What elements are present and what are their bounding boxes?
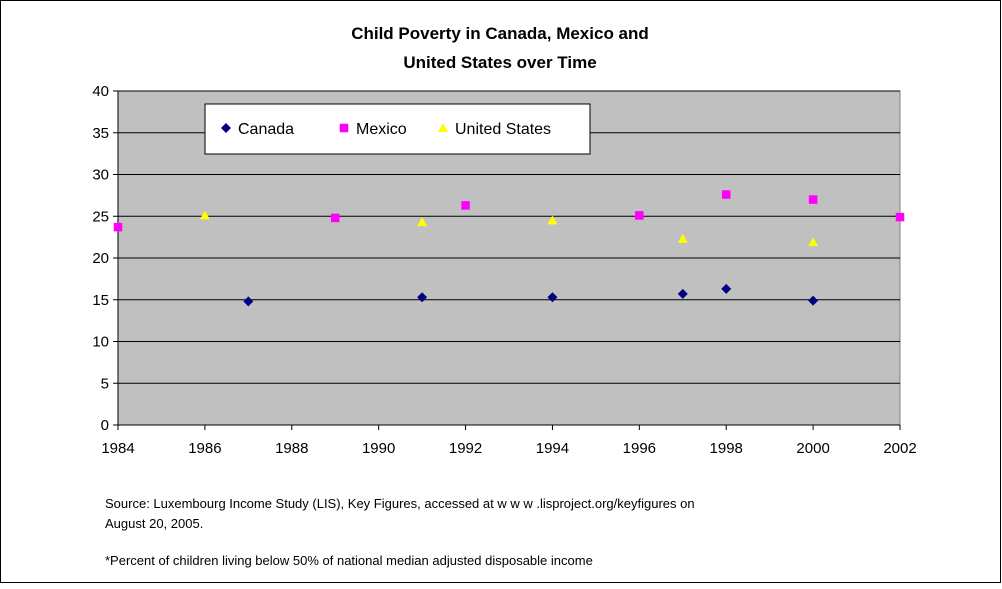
data-point-canada [547, 292, 558, 303]
data-point-mexico [113, 222, 123, 232]
data-point-united-states [199, 210, 210, 220]
data-point-mexico [808, 195, 818, 204]
y-tick-label: 0 [101, 417, 109, 434]
y-tick-label: 5 [101, 375, 109, 392]
legend-marker-mexico [339, 123, 349, 133]
legend-items: Canada Mexico United States [221, 121, 551, 138]
legend-marker-united-states [438, 123, 448, 132]
data-point-mexico [461, 201, 470, 210]
legend-label-canada: Canada [238, 121, 294, 138]
y-tick-label: 10 [92, 334, 109, 351]
legend: Canada Mexico United States [204, 103, 591, 155]
legend-marker-canada [221, 123, 231, 133]
data-point-united-states [677, 233, 688, 243]
data-point-united-states [547, 215, 558, 225]
data-point-canada [243, 296, 254, 307]
x-tick-label: 1994 [536, 440, 569, 457]
y-tick-label: 25 [92, 208, 109, 225]
data-points [113, 190, 905, 307]
x-tick-label: 1984 [101, 440, 134, 457]
data-point-canada [677, 288, 688, 299]
data-point-mexico [895, 212, 905, 222]
legend-label-united-states: United States [455, 121, 551, 138]
y-tick-label: 35 [92, 125, 109, 142]
x-tick-label: 2000 [796, 440, 829, 457]
data-point-mexico [635, 211, 644, 220]
data-point-canada [721, 283, 732, 294]
x-tick-label: 1998 [710, 440, 743, 457]
x-tick-label: 1996 [623, 440, 656, 457]
x-tick-label: 1988 [275, 440, 308, 457]
data-point-united-states [808, 237, 819, 247]
x-tick-label: 2002 [883, 440, 916, 457]
legend-label-mexico: Mexico [356, 121, 407, 138]
x-tick-label: 1986 [188, 440, 221, 457]
y-tick-label: 20 [92, 250, 109, 267]
x-tick-label: 1990 [362, 440, 395, 457]
axes: 0 5 10 15 20 25 30 35 40 1984 1986 1988 1990 1992 1994… [92, 83, 916, 457]
chart-title-line2: United States over Time [403, 53, 596, 72]
y-tick-label: 15 [92, 292, 109, 309]
data-point-canada [417, 292, 428, 303]
y-tick-label: 30 [92, 167, 109, 184]
source-note-line1: Source: Luxembourg Income Study (LIS), K… [105, 496, 695, 511]
y-tick-label: 40 [92, 83, 109, 100]
data-point-united-states [417, 217, 428, 227]
data-point-mexico [330, 213, 340, 223]
chart-title-line1: Child Poverty in Canada, Mexico and [351, 24, 649, 43]
x-tick-label: 1992 [449, 440, 482, 457]
source-note-line2: August 20, 2005. [105, 516, 203, 531]
data-point-canada [808, 295, 819, 306]
legend-box [204, 103, 591, 155]
footnote: *Percent of children living below 50% of… [105, 553, 593, 568]
data-point-mexico [721, 190, 731, 199]
